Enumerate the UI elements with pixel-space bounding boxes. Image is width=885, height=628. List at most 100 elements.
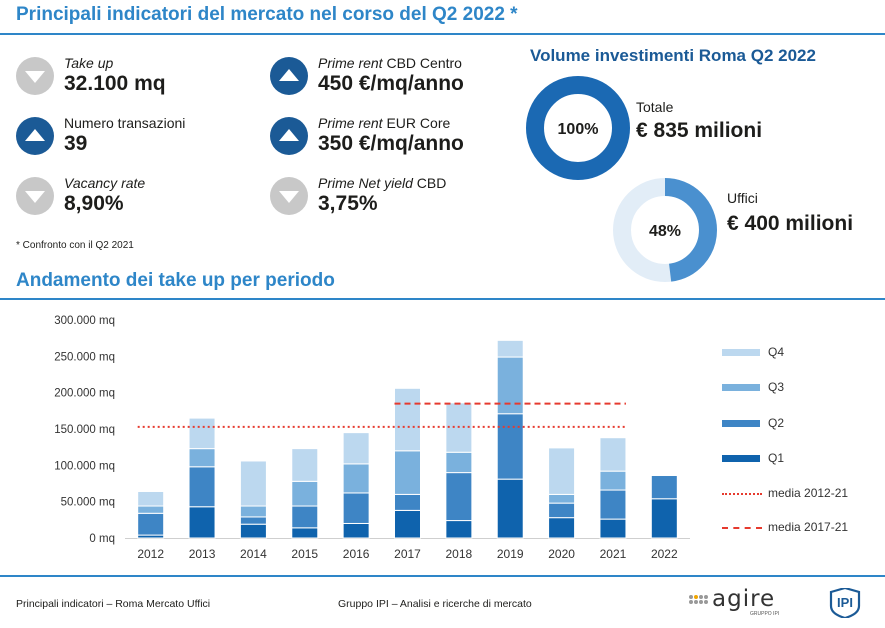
section-title: Andamento dei take up per periodo (16, 270, 335, 291)
bar-segment-q4-2019 (496, 339, 524, 358)
x-tick-label: 2013 (189, 547, 216, 561)
legend-line (722, 527, 762, 529)
bar-segment-q3-2014 (239, 505, 267, 518)
indicator-label: Prime Net yield CBD (318, 175, 447, 191)
indicator-label: Prime rent EUR Core (318, 115, 451, 131)
footer-left: Principali indicatori – Roma Mercato Uff… (16, 598, 211, 610)
bar-segment-q4-2012 (137, 490, 165, 507)
legend-label: Q3 (768, 380, 785, 394)
bar-segment-q3-2020 (548, 493, 576, 504)
bar-segment-q4-2015 (291, 448, 319, 482)
legend-label: media 2017-21 (768, 520, 849, 534)
y-tick-label: 300.000 mq (54, 315, 115, 327)
legend-line (722, 493, 762, 495)
bar-segment-q4-2016 (342, 432, 370, 465)
footer-center: Gruppo IPI – Analisi e ricerche di merca… (338, 598, 532, 610)
donut-uffici-arc (613, 178, 717, 282)
bar-segment-q1-2017 (394, 509, 421, 539)
donut-totale-arc (526, 76, 630, 180)
trend-up-icon (16, 117, 54, 155)
indicator-prime-rent-cbd: Prime rent CBD Centro 450 €/mq/anno (270, 55, 510, 101)
bar-segment-q3-2021 (599, 470, 627, 491)
legend-swatch (722, 384, 760, 391)
y-tick-label: 200.000 mq (54, 388, 115, 400)
uffici-label: Uffici (727, 190, 758, 206)
legend-label: Q4 (768, 345, 785, 359)
x-tick-label: 2015 (291, 547, 318, 561)
x-tick-label: 2022 (651, 547, 678, 561)
indicator-prime-yield: Prime Net yield CBD 3,75% (270, 175, 510, 221)
bar-segment-q2-2022 (650, 475, 678, 500)
x-tick-label: 2020 (548, 547, 575, 561)
bar-segment-q3-2019 (496, 356, 524, 415)
bar-segment-q3-2018 (445, 451, 473, 474)
bar-segment-q2-2014 (239, 516, 267, 525)
indicator-prime-rent-eur: Prime rent EUR Core 350 €/mq/anno (270, 115, 510, 161)
page-title: Principali indicatori del mercato nel co… (16, 4, 518, 25)
bar-segment-q1-2016 (342, 522, 370, 539)
x-tick-label: 2016 (343, 547, 370, 561)
indicator-value: 39 (64, 132, 88, 155)
indicator-value: 32.100 mq (64, 72, 166, 95)
agire-wordmark: agire (712, 586, 776, 612)
bar-segment-q2-2020 (548, 502, 576, 519)
bar-segment-q1-2019 (496, 478, 524, 539)
x-tick-label: 2012 (137, 547, 164, 561)
bar-segment-q4-2020 (548, 447, 576, 495)
legend-label: Q2 (768, 416, 785, 430)
ipi-wordmark: IPI (837, 595, 853, 610)
indicator-transazioni: Numero transazioni 39 (16, 115, 256, 161)
footnote: * Confronto con il Q2 2021 (16, 240, 134, 251)
uffici-value: € 400 milioni (727, 212, 854, 235)
indicator-value: 350 €/mq/anno (318, 132, 464, 155)
indicator-label: Prime rent CBD Centro (318, 55, 462, 71)
bar-segment-q1-2018 (445, 520, 473, 539)
trend-up-icon (270, 57, 308, 95)
bar-segment-q2-2019 (496, 413, 524, 480)
ipi-logo: IPI (828, 588, 862, 618)
ipi-emblem-icon (829, 588, 861, 618)
indicator-label: Take up (64, 55, 114, 71)
bar-segment-q1-2015 (291, 527, 319, 539)
legend-label: Q1 (768, 451, 785, 465)
investments-title: Volume investimenti Roma Q2 2022 (530, 46, 816, 65)
bar-segment-q2-2018 (445, 472, 473, 522)
dots-icon (689, 595, 708, 604)
bar-segment-q2-2015 (291, 505, 319, 529)
y-tick-label: 150.000 mq (54, 424, 115, 436)
y-tick-label: 0 mq (89, 533, 115, 545)
bar-segment-q1-2013 (188, 506, 216, 539)
legend-swatch (722, 349, 760, 356)
footer-rule (0, 575, 885, 577)
donut-uffici-percent: 48% (649, 223, 681, 240)
bar-segment-q3-2016 (342, 463, 370, 494)
y-tick-label: 250.000 mq (54, 351, 115, 363)
y-tick-label: 50.000 mq (61, 497, 115, 509)
x-tick-label: 2021 (600, 547, 627, 561)
bar-segment-q3-2017 (394, 450, 421, 495)
trend-down-icon (270, 177, 308, 215)
bar-segment-q4-2021 (599, 437, 627, 472)
trend-down-icon (16, 57, 54, 95)
bar-segment-q2-2017 (394, 493, 421, 511)
bar-segment-q2-2013 (188, 466, 216, 508)
donut-totale-percent: 100% (558, 121, 599, 138)
bar-segment-q2-2016 (342, 492, 370, 524)
bar-segment-q1-2022 (650, 498, 678, 539)
x-tick-label: 2018 (446, 547, 473, 561)
legend-swatch (722, 420, 760, 427)
trend-down-icon (16, 177, 54, 215)
indicator-value: 8,90% (64, 192, 124, 215)
donut-totale: 100% (526, 76, 630, 180)
section-rule (0, 298, 885, 300)
bar-segment-q4-2017 (394, 387, 421, 452)
bar-segment-q2-2012 (137, 512, 165, 536)
legend-swatch (722, 455, 760, 462)
takeup-chart: 0 mq 50.000 mq 100.000 mq 150.000 mq 200.000… (54, 315, 690, 561)
indicator-value: 450 €/mq/anno (318, 72, 464, 95)
bar-segment-q1-2021 (599, 518, 627, 539)
x-tick-label: 2019 (497, 547, 524, 561)
x-tick-label: 2014 (240, 547, 267, 561)
bar-segment-q4-2014 (239, 460, 267, 507)
indicator-label: Vacancy rate (64, 175, 146, 191)
